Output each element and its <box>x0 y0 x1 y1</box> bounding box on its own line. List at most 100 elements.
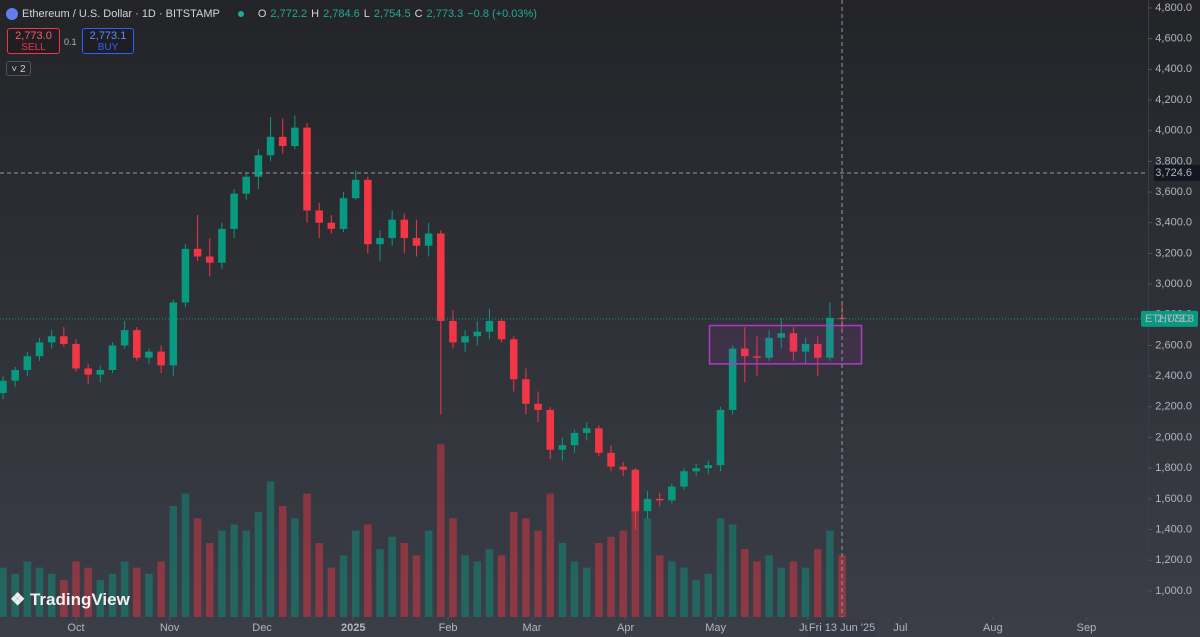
volume-bar <box>242 530 251 617</box>
y-tick-label: 3,800.0 <box>1155 155 1192 167</box>
candle-body <box>193 248 202 257</box>
spread: 0.1 <box>64 37 77 47</box>
sell-price: 2,773.0 <box>15 30 52 42</box>
volume-bar <box>728 524 737 617</box>
candle-body <box>680 471 688 487</box>
candle-body <box>595 428 603 453</box>
candle-body <box>0 380 7 394</box>
candle-body <box>84 368 92 375</box>
x-tick-label: Apr <box>617 622 634 634</box>
candle-body <box>47 336 56 343</box>
candle-body <box>327 222 336 229</box>
y-tick-label: 2,600.0 <box>1155 339 1192 351</box>
volume-bar <box>461 555 469 617</box>
candle-body <box>351 179 360 199</box>
ohlc-c-value: 2,773.3 <box>426 8 464 20</box>
candle-body <box>546 409 554 450</box>
volume-bar <box>546 493 554 617</box>
volume-bar <box>315 542 323 617</box>
symbol-title[interactable]: Ethereum / U.S. Dollar · 1D · BITSTAMP <box>22 8 220 20</box>
y-tick-label: 3,600.0 <box>1155 186 1192 198</box>
volume-bar <box>96 579 105 617</box>
candle-body <box>449 320 457 343</box>
volume-bar <box>266 481 275 617</box>
candle-body <box>485 320 494 332</box>
volume-bar <box>424 530 433 617</box>
volume-bar <box>120 561 129 617</box>
volume-bar <box>522 518 530 617</box>
volume-bar <box>412 555 421 617</box>
y-tick-label: 1,400.0 <box>1155 523 1192 535</box>
last-price-label: 2,773.3 <box>1157 313 1194 325</box>
x-tick-label: Aug <box>983 622 1003 634</box>
sell-button[interactable]: 2,773.0 SELL <box>7 28 60 54</box>
volume-bar <box>607 536 615 617</box>
candle-body <box>570 432 579 446</box>
x-tick-label: Dec <box>252 622 272 634</box>
candle-body <box>509 339 518 380</box>
candle-body <box>461 336 469 343</box>
brand-name: TradingView <box>29 590 130 609</box>
candle-body <box>169 302 178 366</box>
candle-body <box>668 486 676 501</box>
y-tick-label: 3,000.0 <box>1155 278 1192 290</box>
plot <box>0 115 846 617</box>
candle-body <box>376 238 384 245</box>
candle-body <box>218 228 226 263</box>
candle-body <box>303 127 311 211</box>
volume-bar <box>230 524 238 617</box>
candle-body <box>607 452 615 467</box>
candle-body <box>133 330 141 358</box>
volume-bar <box>400 542 409 617</box>
volume-bar <box>485 549 494 617</box>
volume-bar <box>582 567 591 617</box>
symbol-icon <box>6 8 18 20</box>
candle-body <box>242 176 251 194</box>
candle-body <box>631 469 640 512</box>
volume-bar <box>631 481 640 617</box>
volume-bar <box>595 542 603 617</box>
candle-body <box>230 193 238 229</box>
volume-bar <box>619 530 627 617</box>
x-tick-label: Jul <box>893 622 907 634</box>
volume-bar <box>643 518 652 617</box>
ohlc-l: L <box>363 8 370 20</box>
y-tick-label: 4,600.0 <box>1155 33 1192 45</box>
y-tick-label: 1,000.0 <box>1155 585 1192 597</box>
sell-label: SELL <box>21 42 46 53</box>
volume-bar <box>193 518 202 617</box>
brand-logo[interactable]: ❖ TradingView <box>10 590 130 609</box>
y-tick-label: 4,200.0 <box>1155 94 1192 106</box>
last-price-symbol: ETHUSD <box>1145 313 1190 325</box>
indicator-toggle[interactable]: ˅ 2 <box>6 61 31 76</box>
volume-bar <box>826 530 834 617</box>
y-tick-label: 1,800.0 <box>1155 462 1192 474</box>
ohlc-c: C <box>414 8 423 20</box>
x-tick-label: Nov <box>160 622 180 634</box>
y-tick-label: 3,200.0 <box>1155 247 1192 259</box>
buy-button[interactable]: 2,773.1 BUY <box>82 28 134 54</box>
crosshair-price-label: 3,724.6 <box>1155 167 1192 179</box>
y-tick-label: 4,000.0 <box>1155 125 1192 137</box>
y-tick-label: 2,400.0 <box>1155 370 1192 382</box>
y-tick-label: 1,200.0 <box>1155 554 1192 566</box>
candle-body <box>424 233 433 246</box>
volume-bar <box>437 444 445 617</box>
volume-bar <box>777 567 786 617</box>
volume-bar <box>35 567 44 617</box>
volume-bar <box>680 567 688 617</box>
volume-bar <box>278 505 287 617</box>
y-tick-label: 2,200.0 <box>1155 401 1192 413</box>
volume-bar <box>534 530 542 617</box>
candle-body <box>813 343 822 358</box>
ohlc-o-value: 2,772.2 <box>270 8 308 20</box>
volume-bar <box>351 530 360 617</box>
candle-body <box>108 345 117 371</box>
volume-bar <box>668 561 676 617</box>
candle-body <box>145 351 153 358</box>
volume-bar <box>741 549 749 617</box>
volume-bar <box>509 512 518 617</box>
volume-bar <box>60 579 68 617</box>
volume-bar <box>753 561 761 617</box>
